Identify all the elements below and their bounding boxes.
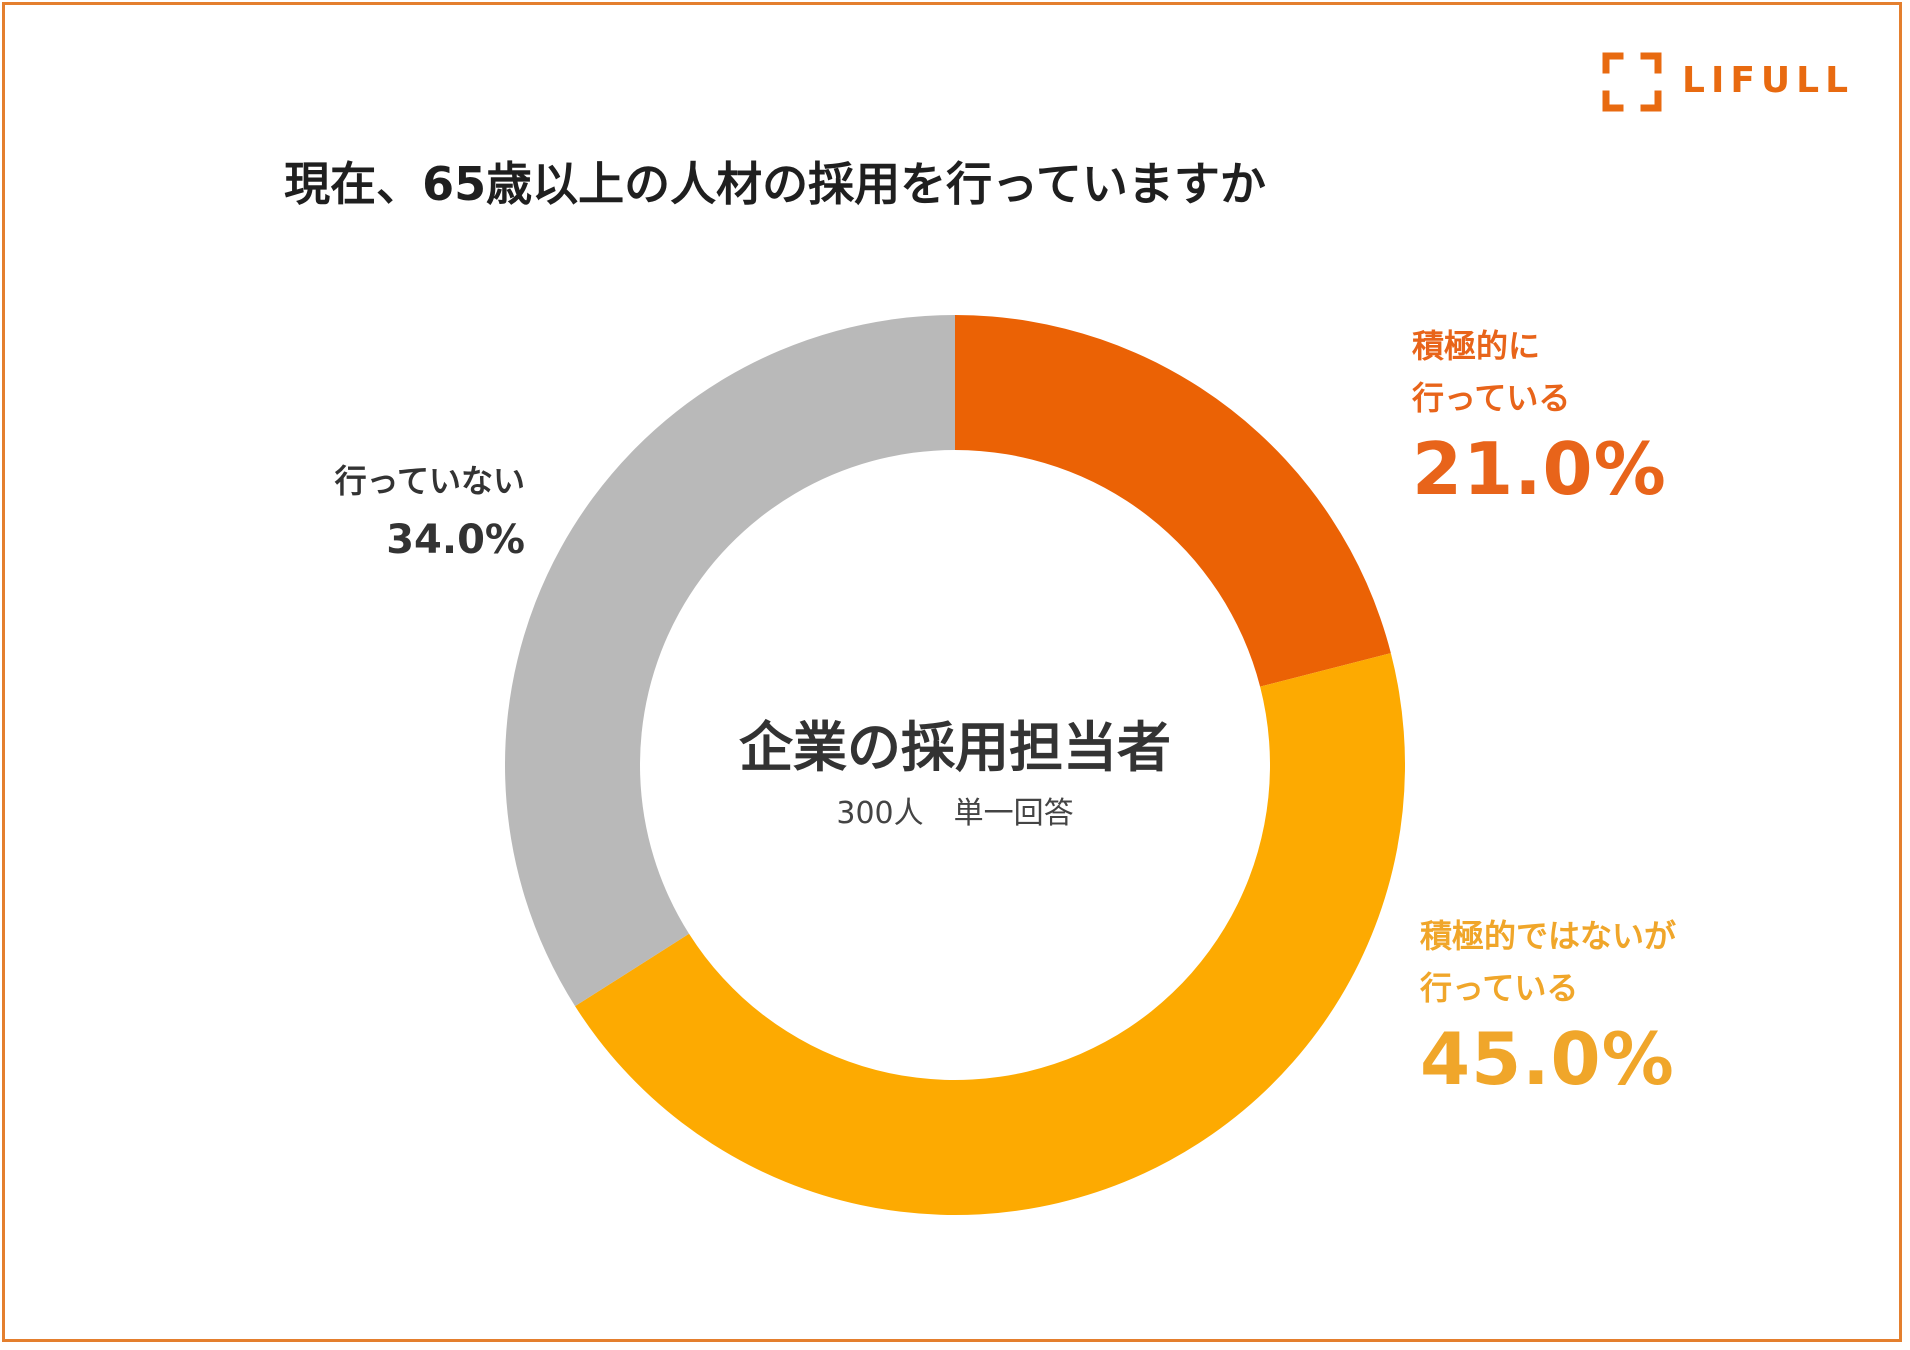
- center-subtitle: 300人 単一回答: [836, 796, 1074, 831]
- lifull-bracket-icon: [1602, 52, 1662, 112]
- slice-label-line: 積極的ではないが: [1420, 917, 1677, 955]
- donut-slice-passive: [575, 653, 1406, 1216]
- slice-label-none: 行っていない 34.0%: [300, 455, 525, 573]
- slice-label-passive: 積極的ではないが 行っている 45.0%: [1420, 910, 1676, 1104]
- slice-label-line: 行っている: [1420, 969, 1579, 1007]
- slice-value-label: 45.0%: [1420, 1017, 1675, 1101]
- slice-label-line: 積極的に: [1412, 327, 1541, 365]
- slice-label-line: 行っている: [1412, 379, 1571, 417]
- slice-label-active: 積極的に 行っている 21.0%: [1412, 320, 1667, 514]
- slice-value-label: 34.0%: [386, 517, 525, 563]
- chart-title-text: 現在、65歳以上の人材の採用を行っていますか: [284, 157, 1266, 211]
- slice-value-label: 21.0%: [1412, 427, 1667, 511]
- donut-slice-active: [955, 315, 1391, 687]
- chart-title: 現在、65歳以上の人材の採用を行っていますか: [0, 148, 1910, 214]
- center-title: 企業の採用担当者: [739, 716, 1171, 779]
- lifull-logo: LIFULL: [1602, 52, 1862, 112]
- donut-slice-none: [504, 315, 955, 1007]
- slice-label-line: 行っていない: [334, 462, 525, 500]
- logo-wordmark: LIFULL: [1682, 60, 1855, 101]
